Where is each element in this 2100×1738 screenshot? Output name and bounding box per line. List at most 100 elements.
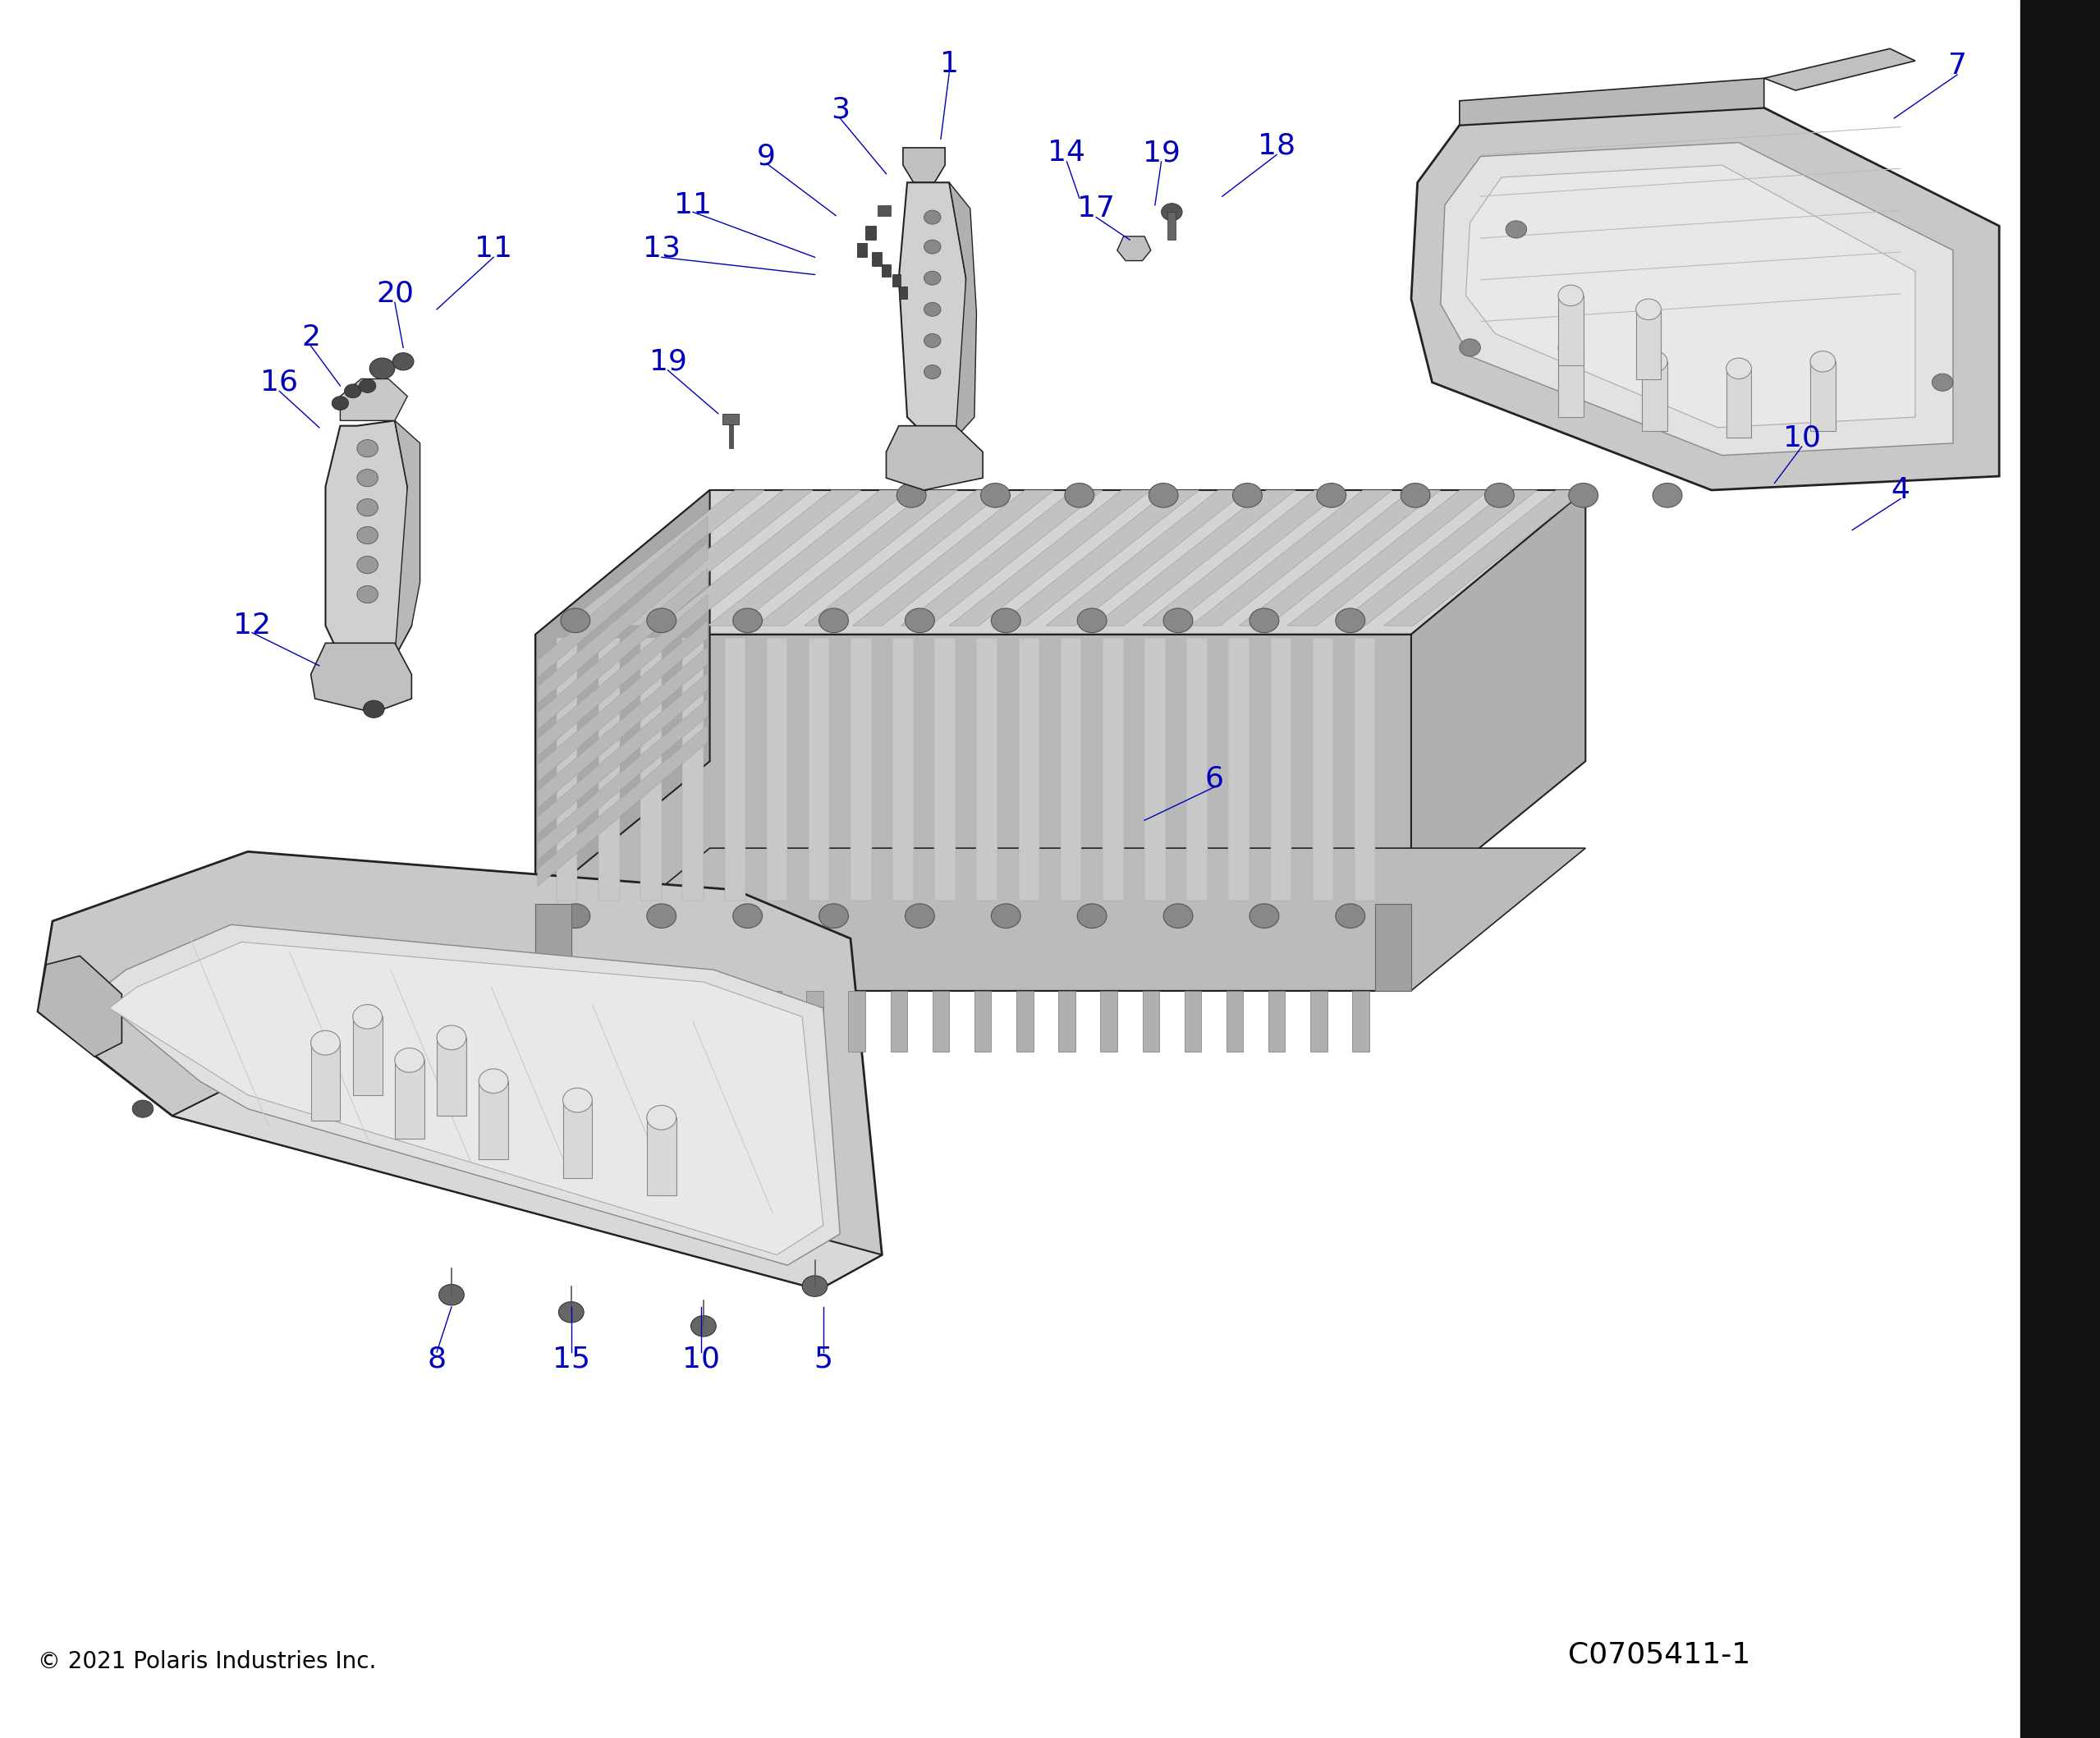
Polygon shape: [536, 634, 1411, 904]
Polygon shape: [764, 991, 781, 1051]
Polygon shape: [1558, 348, 1583, 417]
Polygon shape: [882, 264, 890, 276]
Circle shape: [1636, 299, 1661, 320]
Circle shape: [1233, 483, 1262, 507]
Text: 4: 4: [1892, 476, 1909, 504]
Polygon shape: [756, 490, 958, 626]
Polygon shape: [1191, 490, 1392, 626]
Circle shape: [561, 904, 590, 928]
Polygon shape: [1058, 991, 1075, 1051]
Circle shape: [1161, 203, 1182, 221]
Circle shape: [1558, 285, 1583, 306]
Circle shape: [897, 483, 926, 507]
Polygon shape: [536, 904, 571, 991]
Circle shape: [924, 334, 941, 348]
Text: 10: 10: [1783, 424, 1821, 452]
Polygon shape: [853, 490, 1054, 626]
Circle shape: [1642, 351, 1667, 372]
Circle shape: [1250, 904, 1279, 928]
Polygon shape: [536, 490, 1586, 634]
Circle shape: [1163, 608, 1193, 633]
Polygon shape: [647, 1118, 676, 1196]
Polygon shape: [479, 1081, 508, 1159]
Polygon shape: [976, 638, 998, 900]
Circle shape: [733, 904, 762, 928]
Polygon shape: [808, 638, 830, 900]
Polygon shape: [1117, 236, 1151, 261]
Polygon shape: [1411, 490, 1586, 904]
Polygon shape: [848, 991, 865, 1051]
Polygon shape: [538, 516, 708, 678]
Polygon shape: [1460, 78, 1764, 125]
Polygon shape: [538, 620, 708, 782]
Polygon shape: [857, 243, 867, 257]
Polygon shape: [766, 638, 788, 900]
Polygon shape: [1268, 991, 1285, 1051]
Polygon shape: [1336, 490, 1537, 626]
Circle shape: [393, 353, 414, 370]
Circle shape: [924, 210, 941, 224]
Circle shape: [991, 608, 1021, 633]
Polygon shape: [1046, 490, 1247, 626]
Polygon shape: [901, 490, 1102, 626]
Circle shape: [924, 271, 941, 285]
Circle shape: [1336, 608, 1365, 633]
Text: 17: 17: [1077, 195, 1115, 222]
Circle shape: [357, 469, 378, 487]
Polygon shape: [395, 421, 420, 657]
Polygon shape: [611, 490, 813, 626]
Circle shape: [647, 608, 676, 633]
Polygon shape: [729, 424, 733, 448]
Circle shape: [924, 302, 941, 316]
Polygon shape: [682, 638, 704, 900]
Polygon shape: [1312, 638, 1334, 900]
Circle shape: [1149, 483, 1178, 507]
Polygon shape: [1441, 143, 1953, 455]
Circle shape: [357, 556, 378, 574]
Circle shape: [353, 1005, 382, 1029]
Text: C0705411-1: C0705411-1: [1569, 1641, 1749, 1668]
Circle shape: [1077, 904, 1107, 928]
Text: 11: 11: [674, 191, 712, 219]
Circle shape: [1460, 339, 1480, 356]
Polygon shape: [538, 594, 708, 756]
Polygon shape: [1354, 638, 1376, 900]
Polygon shape: [1228, 638, 1249, 900]
Circle shape: [905, 608, 935, 633]
Text: 15: 15: [552, 1345, 590, 1373]
Polygon shape: [536, 490, 710, 904]
Text: 14: 14: [1048, 139, 1086, 167]
Bar: [2020, 0, 2100, 1738]
Polygon shape: [903, 148, 945, 182]
Text: 10: 10: [682, 1345, 720, 1373]
Circle shape: [395, 1048, 424, 1072]
Circle shape: [332, 396, 349, 410]
Polygon shape: [640, 638, 662, 900]
Polygon shape: [1726, 368, 1751, 438]
Circle shape: [344, 384, 361, 398]
Polygon shape: [1094, 490, 1296, 626]
Polygon shape: [437, 1038, 466, 1116]
Polygon shape: [872, 252, 882, 266]
Polygon shape: [949, 490, 1151, 626]
Text: 8: 8: [426, 1345, 447, 1373]
Text: © 2021 Polaris Industries Inc.: © 2021 Polaris Industries Inc.: [38, 1649, 376, 1674]
Circle shape: [991, 904, 1021, 928]
Circle shape: [357, 440, 378, 457]
Polygon shape: [892, 638, 913, 900]
Circle shape: [819, 904, 848, 928]
Polygon shape: [1642, 362, 1667, 431]
Polygon shape: [1466, 165, 1915, 428]
Text: 2: 2: [302, 323, 319, 351]
Circle shape: [132, 1100, 153, 1118]
Circle shape: [647, 1105, 676, 1130]
Text: 1: 1: [941, 50, 958, 78]
Polygon shape: [850, 638, 872, 900]
Circle shape: [1558, 337, 1583, 358]
Polygon shape: [94, 925, 840, 1265]
Text: 20: 20: [376, 280, 414, 308]
Polygon shape: [538, 673, 708, 834]
Polygon shape: [892, 275, 901, 287]
Polygon shape: [340, 379, 407, 421]
Polygon shape: [1287, 490, 1489, 626]
